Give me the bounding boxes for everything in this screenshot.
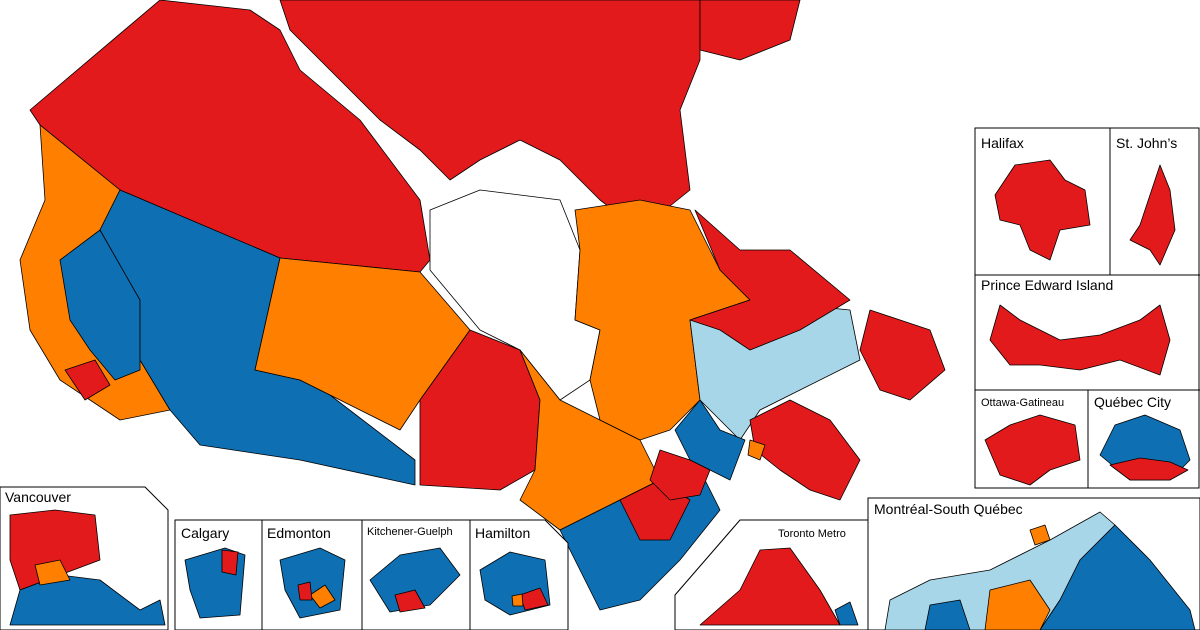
region (984, 579, 1051, 630)
inset-label: Kitchener-Guelph (367, 526, 453, 538)
region (519, 587, 549, 611)
inset-panels: Halifax St. John’s Prince Edward Island … (974, 127, 1200, 489)
region (9, 509, 101, 591)
region (279, 0, 701, 231)
region (989, 304, 1171, 376)
region (1129, 164, 1176, 266)
inset-label: Toronto Metro (778, 528, 846, 540)
region (749, 399, 861, 501)
inset-label: Calgary (181, 525, 229, 541)
region (994, 159, 1091, 261)
region (649, 449, 711, 501)
region (34, 559, 71, 586)
region (511, 593, 524, 607)
region (309, 584, 336, 609)
region (689, 209, 851, 351)
inset-label: Prince Edward Island (981, 277, 1113, 293)
region (924, 599, 971, 630)
region (254, 257, 471, 431)
region (984, 414, 1081, 486)
region (297, 581, 313, 601)
inset-label: Québec City (1094, 394, 1171, 410)
region (64, 359, 111, 401)
region (1029, 524, 1051, 546)
region (699, 0, 801, 61)
region (574, 199, 751, 441)
region (1039, 524, 1196, 630)
inset-label: Vancouver (5, 489, 71, 505)
region (221, 549, 239, 576)
inset-label: Edmonton (267, 525, 331, 541)
inset-label: Halifax (981, 135, 1024, 151)
inset-label: Hamilton (475, 525, 530, 541)
bottom-insets: Vancouver Calgary Edmonton Kitchener-Gue… (0, 486, 1200, 630)
region (1109, 457, 1189, 481)
inset-label: St. John’s (1116, 135, 1177, 151)
main-map (19, 0, 946, 611)
inset-label: Montréal-South Québec (874, 501, 1023, 517)
region (394, 589, 426, 613)
region (834, 601, 859, 626)
region (747, 439, 766, 461)
region (369, 547, 461, 613)
region (859, 309, 946, 401)
inset-label: Ottawa-Gatineau (981, 397, 1064, 409)
